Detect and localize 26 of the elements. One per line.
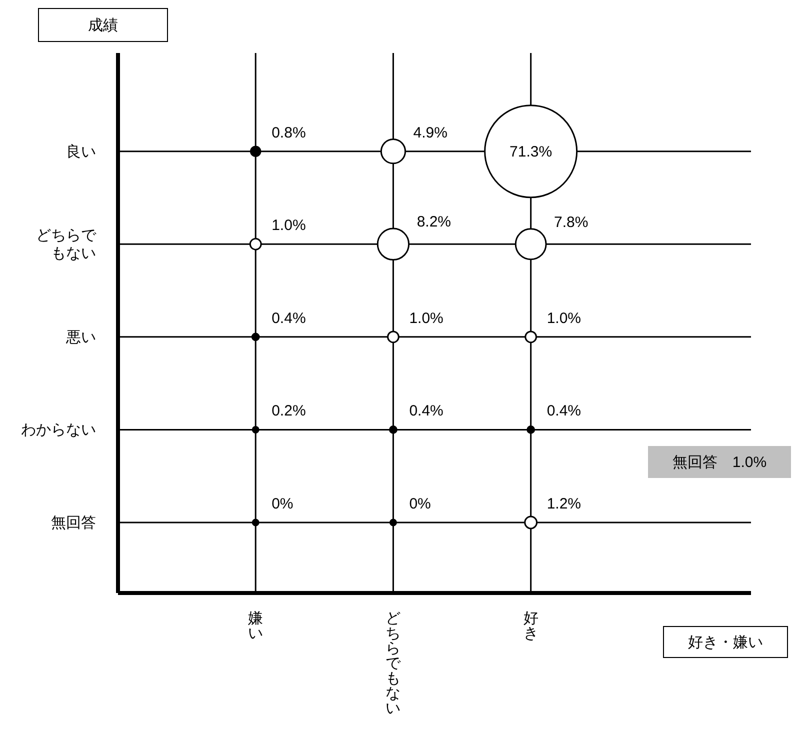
data-label: 0.8% bbox=[272, 124, 306, 142]
data-label: 1.0% bbox=[272, 217, 306, 234]
y-tick-label: 良い bbox=[66, 143, 96, 160]
text: 好き・嫌い bbox=[663, 626, 788, 658]
y-tick-label: 悪い bbox=[65, 328, 96, 346]
data-label: 0.4% bbox=[272, 310, 306, 327]
data-label: 0% bbox=[272, 495, 294, 512]
data-label: 0.4% bbox=[409, 402, 444, 420]
y-tick-label: どちらでもない bbox=[36, 227, 97, 262]
data-label: 0.4% bbox=[546, 402, 582, 420]
data-label: 0.2% bbox=[272, 402, 306, 420]
y-tick-label: わからない bbox=[21, 422, 96, 439]
data-label: 4.9% bbox=[413, 124, 448, 142]
data-label: 1.2% bbox=[546, 495, 582, 512]
x-tick-label: 好き bbox=[523, 610, 538, 642]
text: 無回答 1.0% bbox=[648, 446, 791, 478]
data-label: 1.0% bbox=[409, 310, 444, 327]
data-label: 0% bbox=[409, 495, 431, 512]
y-axis-title: 成績 bbox=[38, 8, 168, 42]
x-tick-label: 嫌い bbox=[248, 610, 264, 642]
data-label: 71.3% bbox=[510, 143, 552, 160]
x-tick-label: どちらでもない bbox=[386, 610, 402, 717]
data-label: 7.8% bbox=[554, 214, 588, 231]
y-tick-label: 無回答 bbox=[51, 514, 96, 532]
data-label: 1.0% bbox=[546, 310, 582, 327]
data-label: 8.2% bbox=[416, 214, 452, 231]
